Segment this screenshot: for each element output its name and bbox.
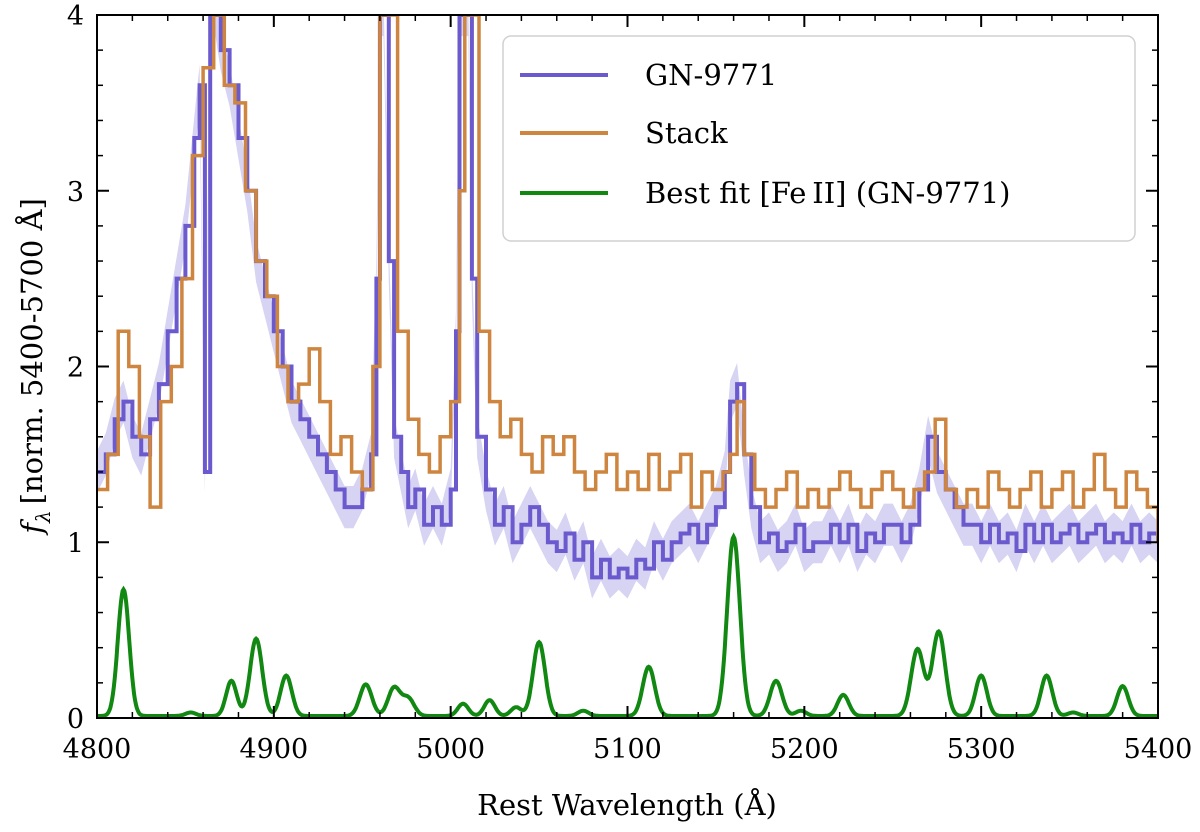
legend-label-stack: Stack — [645, 116, 728, 150]
x-axis-title: Rest Wavelength (Å) — [477, 787, 777, 822]
y-tick-label: 3 — [67, 177, 84, 208]
x-tick-label: 5100 — [593, 734, 662, 765]
x-tick-label: 4900 — [239, 734, 308, 765]
tick-layer: 4800 4900 5000 5100 5200 5300 5400 0 1 2 3 4 — [63, 1, 1193, 765]
x-tick-label: 5400 — [1124, 734, 1193, 765]
y-tick-label: 2 — [67, 353, 84, 384]
legend-label-gn9771: GN-9771 — [645, 58, 777, 92]
y-tick-label: 0 — [67, 704, 84, 735]
x-tick-label: 5200 — [770, 734, 839, 765]
y-axis-subscript: λ — [31, 510, 55, 524]
y-tick-label: 4 — [67, 1, 84, 32]
y-tick-label: 1 — [67, 528, 84, 559]
series-line-stack — [97, 15, 1158, 543]
legend-box — [502, 35, 1136, 242]
legend-label-fe-fit: Best fit [Fe II] (GN-9771) — [645, 176, 1010, 210]
x-tick-label: 4800 — [63, 734, 132, 765]
plot-frame — [96, 14, 1159, 719]
y-axis-title: fλ[norm. 5400-5700 Å] — [14, 198, 55, 536]
legend: GN-9771 Stack Best fit [Fe II] (GN-9771) — [502, 35, 1136, 242]
x-tick-label: 5300 — [947, 734, 1016, 765]
y-axis-text: [norm. 5400-5700 Å] — [14, 198, 49, 504]
x-tick-label: 5000 — [416, 734, 485, 765]
